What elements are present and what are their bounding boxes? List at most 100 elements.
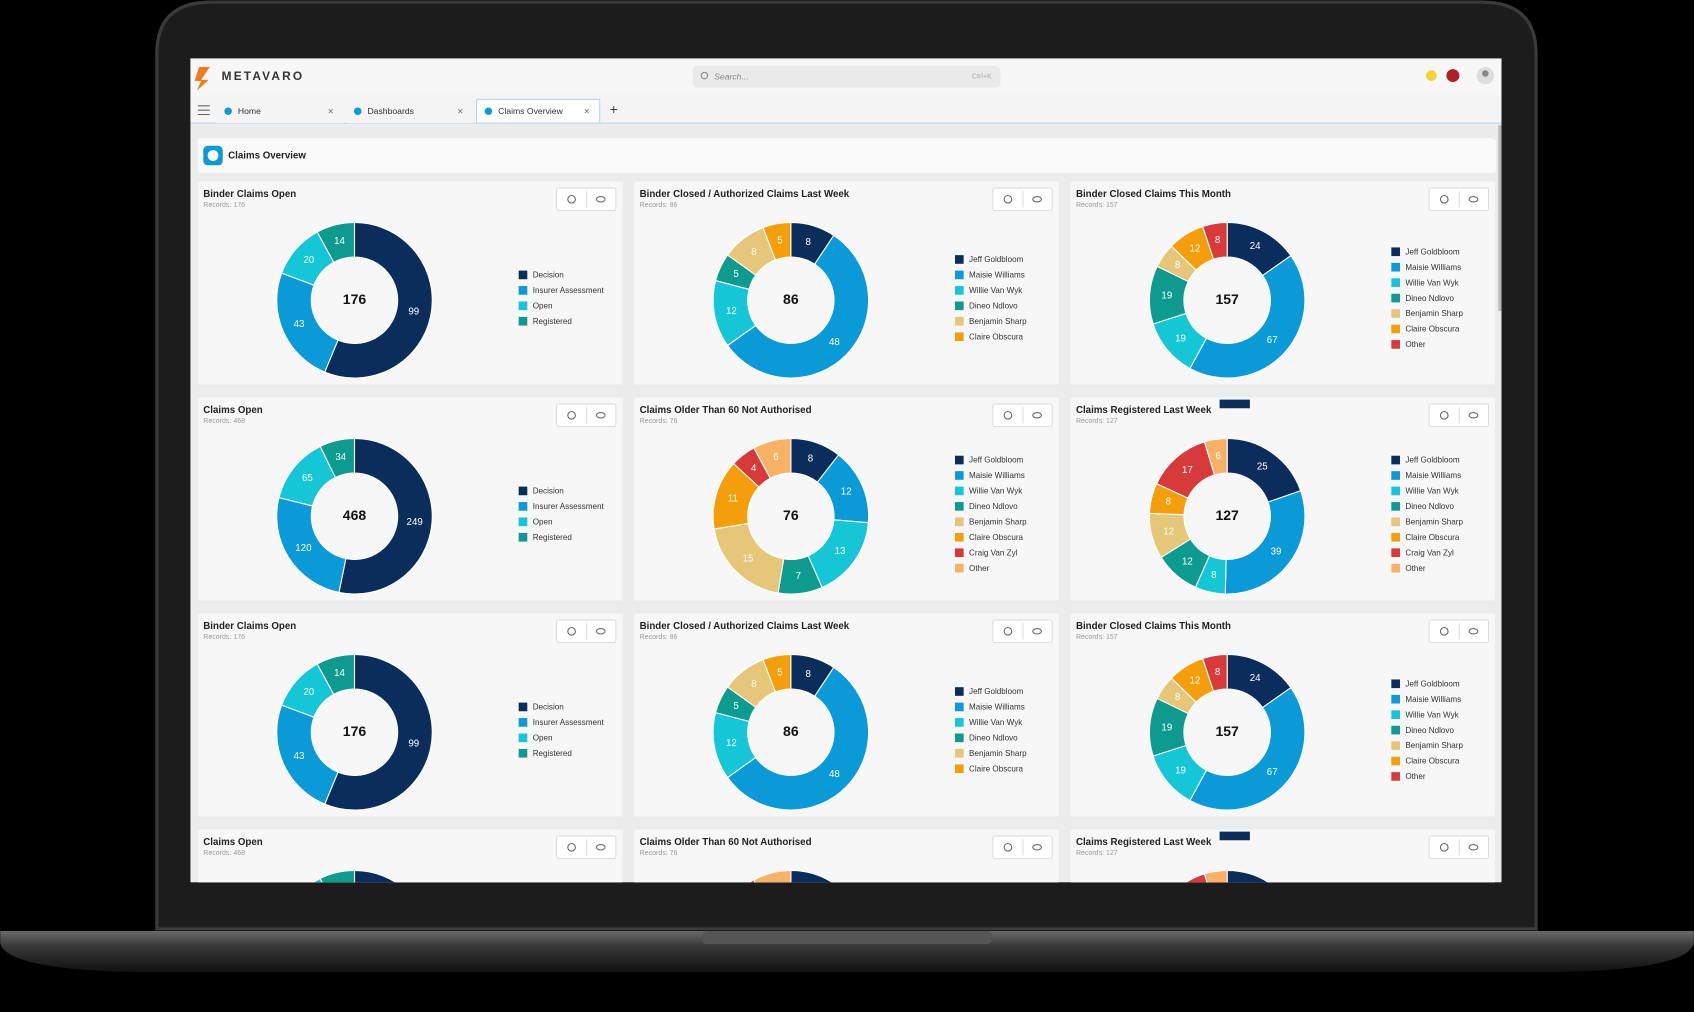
- legend-swatch: [955, 332, 964, 342]
- tab[interactable]: [216, 99, 344, 124]
- view-button[interactable]: [1032, 412, 1042, 419]
- tab-close[interactable]: ×: [328, 106, 334, 117]
- segment-label: 39: [1271, 546, 1282, 557]
- view-button[interactable]: [1468, 412, 1479, 419]
- widget-records: Records: 468: [203, 418, 245, 425]
- segment-label: 13: [835, 546, 846, 557]
- scrollbar: [1498, 125, 1502, 312]
- widget-records: Records: 157: [1076, 634, 1118, 641]
- widget-records: Records: 468: [203, 850, 245, 857]
- legend-label: Jeff Goldbloom: [1405, 679, 1460, 688]
- segment-label: 14: [334, 668, 345, 679]
- legend-label: Other: [1405, 772, 1426, 781]
- legend-label: Jeff Goldbloom: [969, 687, 1024, 696]
- segment-label: 5: [777, 235, 782, 246]
- widget-records: Records: 176: [203, 202, 245, 209]
- segment-label: 12: [726, 306, 737, 317]
- search-icon: [700, 71, 709, 80]
- donut-total: 157: [1215, 723, 1239, 739]
- legend-swatch: [518, 733, 528, 743]
- refresh-button[interactable]: [1003, 194, 1013, 204]
- view-button[interactable]: [595, 196, 606, 203]
- segment-label: 15: [743, 554, 754, 565]
- donut-total: 176: [343, 291, 367, 307]
- segment-label: 99: [408, 307, 419, 318]
- refresh-button[interactable]: [1003, 842, 1013, 852]
- tab-close[interactable]: ×: [584, 106, 590, 117]
- donut-segment: [1203, 869, 1228, 883]
- tab[interactable]: [476, 98, 601, 124]
- view-button[interactable]: [1032, 628, 1042, 635]
- refresh-button[interactable]: [1003, 410, 1013, 420]
- segment-label: 43: [294, 751, 305, 762]
- legend-swatch: [955, 687, 964, 696]
- widget-title: Binder Claims Open: [203, 189, 296, 200]
- view-button[interactable]: [595, 628, 606, 635]
- segment-label: 19: [1161, 723, 1172, 734]
- legend-swatch: [1391, 340, 1400, 349]
- view-button[interactable]: [1032, 844, 1042, 851]
- segment-label: 8: [806, 669, 811, 680]
- donut-segment: [753, 869, 792, 883]
- widget-records: Records: 157: [1076, 202, 1118, 209]
- view-button[interactable]: [595, 412, 606, 419]
- refresh-button[interactable]: [567, 194, 576, 204]
- segment-label: 34: [335, 452, 346, 463]
- legend-swatch: [1391, 293, 1400, 303]
- view-button[interactable]: [1468, 628, 1479, 635]
- hinge-notch: [702, 930, 992, 944]
- legend-swatch: [518, 301, 528, 311]
- segment-label: 14: [334, 236, 345, 247]
- search-box[interactable]: [692, 65, 1001, 88]
- legend-label: Jeff Goldbloom: [1405, 456, 1460, 465]
- legend-label: Dineo Ndlovo: [969, 301, 1018, 310]
- add-tab[interactable]: +: [610, 101, 618, 117]
- refresh-button[interactable]: [1439, 410, 1449, 420]
- legend-swatch: [955, 286, 964, 295]
- legend-swatch: [955, 733, 964, 743]
- segment-label: 43: [294, 319, 305, 330]
- donut-total: 157: [1215, 291, 1239, 307]
- legend-swatch: [955, 455, 964, 465]
- legend-label: Open: [533, 518, 553, 527]
- segment-label: 12: [841, 487, 852, 498]
- refresh-button[interactable]: [1439, 194, 1449, 204]
- legend-label: Dineo Ndlovo: [1405, 294, 1454, 303]
- view-button[interactable]: [1468, 196, 1479, 203]
- refresh-button[interactable]: [567, 626, 576, 636]
- segment-label: 8: [806, 237, 811, 248]
- donut-segment: [753, 437, 792, 479]
- legend-label: Decision: [533, 703, 564, 712]
- donut-total: 176: [343, 723, 367, 739]
- notification-icon[interactable]: [1446, 69, 1460, 83]
- tab[interactable]: [345, 99, 474, 124]
- view-button[interactable]: [1032, 196, 1042, 203]
- widget-records: Records: 127: [1076, 850, 1118, 857]
- refresh-button[interactable]: [1439, 626, 1449, 636]
- donut-segment: [1189, 686, 1306, 811]
- segment-label: 48: [829, 769, 840, 780]
- view-button[interactable]: [1468, 844, 1479, 851]
- view-button[interactable]: [595, 844, 606, 851]
- menu-icon[interactable]: [197, 105, 210, 116]
- segment-label: 8: [751, 247, 756, 258]
- legend-swatch: [955, 532, 964, 542]
- legend-label: Maisie Williams: [1405, 263, 1461, 272]
- refresh-button[interactable]: [1003, 626, 1013, 636]
- refresh-button[interactable]: [567, 842, 576, 852]
- refresh-button[interactable]: [1439, 842, 1449, 852]
- legend-label: Jeff Goldbloom: [969, 456, 1024, 465]
- donut-segment: [324, 221, 433, 379]
- laptop-base: [0, 930, 1694, 973]
- legend-swatch: [518, 748, 528, 758]
- segment-label: 8: [808, 454, 813, 465]
- legend-swatch: [955, 502, 964, 511]
- bulb-icon[interactable]: [1425, 70, 1437, 82]
- donut-total: 468: [343, 507, 367, 523]
- segment-label: 20: [303, 687, 314, 698]
- legend-swatch: [955, 486, 964, 496]
- legend-swatch: [1391, 517, 1400, 527]
- tab-close[interactable]: ×: [458, 106, 464, 117]
- refresh-button[interactable]: [567, 410, 576, 420]
